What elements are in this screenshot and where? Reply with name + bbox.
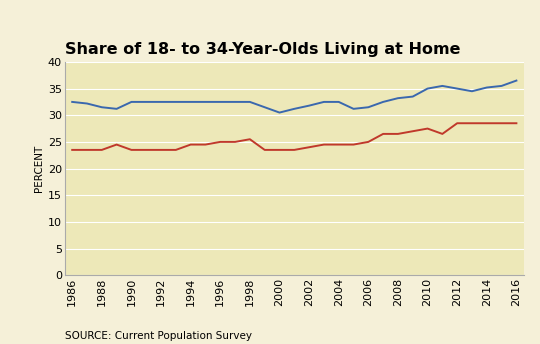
Women: [173, 148, 179, 152]
Women: [84, 148, 90, 152]
Men: [439, 84, 446, 88]
Women: [128, 148, 134, 152]
Women: [232, 140, 238, 144]
Men: [483, 85, 490, 89]
Men: [158, 100, 164, 104]
Men: [498, 84, 505, 88]
Women: [261, 148, 268, 152]
Women: [143, 148, 150, 152]
Men: [469, 89, 475, 93]
Men: [99, 105, 105, 109]
Men: [261, 105, 268, 109]
Men: [335, 100, 342, 104]
Men: [350, 107, 357, 111]
Women: [99, 148, 105, 152]
Men: [202, 100, 208, 104]
Text: Share of 18- to 34-Year-Olds Living at Home: Share of 18- to 34-Year-Olds Living at H…: [65, 42, 460, 56]
Men: [424, 86, 431, 90]
Women: [202, 142, 208, 147]
Women: [69, 148, 76, 152]
Women: [158, 148, 164, 152]
Women: [276, 148, 283, 152]
Women: [483, 121, 490, 125]
Men: [128, 100, 134, 104]
Women: [187, 142, 194, 147]
Men: [232, 100, 238, 104]
Men: [217, 100, 224, 104]
Women: [350, 142, 357, 147]
Men: [409, 95, 416, 99]
Women: [513, 121, 519, 125]
Line: Women: Women: [72, 123, 516, 150]
Men: [454, 86, 461, 90]
Women: [409, 129, 416, 133]
Women: [365, 140, 372, 144]
Men: [69, 100, 76, 104]
Women: [113, 142, 120, 147]
Women: [306, 145, 312, 149]
Men: [187, 100, 194, 104]
Men: [291, 107, 298, 111]
Women: [439, 132, 446, 136]
Men: [395, 96, 401, 100]
Men: [380, 100, 387, 104]
Men: [306, 104, 312, 108]
Women: [395, 132, 401, 136]
Line: Men: Men: [72, 80, 516, 112]
Men: [513, 78, 519, 83]
Men: [365, 105, 372, 109]
Men: [276, 110, 283, 115]
Women: [335, 142, 342, 147]
Men: [84, 101, 90, 106]
Women: [217, 140, 224, 144]
Women: [469, 121, 475, 125]
Women: [321, 142, 327, 147]
Men: [173, 100, 179, 104]
Men: [321, 100, 327, 104]
Women: [380, 132, 387, 136]
Text: SOURCE: Current Population Survey: SOURCE: Current Population Survey: [65, 331, 252, 341]
Women: [424, 127, 431, 131]
Women: [291, 148, 298, 152]
Men: [247, 100, 253, 104]
Men: [113, 107, 120, 111]
Men: [143, 100, 150, 104]
Women: [454, 121, 461, 125]
Women: [247, 137, 253, 141]
Women: [498, 121, 505, 125]
Y-axis label: PERCENT: PERCENT: [33, 145, 44, 192]
